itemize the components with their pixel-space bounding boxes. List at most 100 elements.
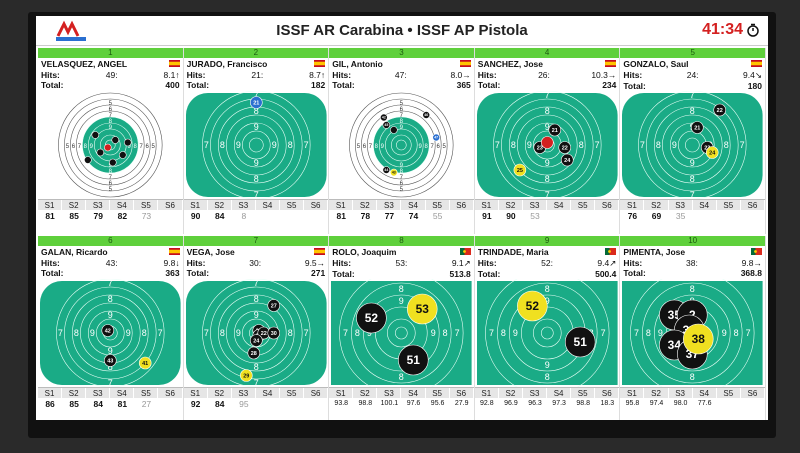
series-tab[interactable]: S6 [595,388,620,398]
lane-panel[interactable]: 3 GIL, Antonio Hits: 47: 8.0→ Total: 365 5 5 5 5 6 6… [329,48,475,234]
series-tab[interactable]: S3 [377,388,402,398]
series-tab[interactable]: S6 [158,388,183,398]
series-tab[interactable]: S4 [547,388,572,398]
series-tab[interactable]: S5 [279,388,305,398]
series-tab[interactable]: S1 [620,200,645,210]
shot-marker: 46 [422,111,431,119]
lane-panel[interactable]: 5 GONZALO, Saul Hits: 24: 9.4↘ Total: 180 7 7 7 7 8… [620,48,766,234]
series-tab[interactable]: S5 [716,200,741,210]
ring-number: 7 [78,144,82,150]
ring-number: 8 [109,169,113,175]
shooter-name: GONZALO, Saul [623,59,689,69]
series-tab[interactable]: S2 [498,200,523,210]
shot-label: 51 [407,353,421,367]
series-score: 53 [530,211,540,221]
series-score [304,210,328,222]
shot-marker [123,138,132,147]
lane-panel[interactable]: 1 VELASQUEZ, ANGEL Hits: 49: 8.1↑ Total: 400 5 5… [38,48,184,234]
series-tab[interactable]: S1 [329,200,354,210]
series-tab[interactable]: S3 [522,388,548,398]
series-tab[interactable]: S4 [401,200,426,210]
lane-panel[interactable]: 10 PIMENTA, Jose Hits: 38: 9.8→ Total: 368.8 7 7… [620,236,766,420]
series-tab[interactable]: S5 [134,388,159,398]
series-tab[interactable]: S3 [86,388,111,398]
series-tab[interactable]: S4 [547,200,572,210]
series-tab[interactable]: S3 [86,200,111,210]
lane-panel[interactable]: 2 JURADO, Francisco Hits: 21: 8.7↑ Total: 182 7… [183,48,330,234]
series-tab[interactable]: S1 [474,388,499,398]
series-tab[interactable]: S1 [329,388,354,398]
total-label: Total: [186,80,210,90]
series-tab[interactable]: S6 [304,388,329,398]
series-tab[interactable]: S4 [255,200,280,210]
ring-number: 9 [722,328,727,338]
series-tab[interactable]: S1 [183,200,208,210]
series-tab[interactable]: S6 [595,200,620,210]
series-tab[interactable]: S3 [522,200,548,210]
series-tab[interactable]: S4 [692,388,717,398]
series-tab[interactable]: S4 [692,200,717,210]
series-score: 77.6 [697,400,712,407]
shot-label: 44 [385,168,389,172]
series-tab[interactable]: S2 [644,200,669,210]
series-tab[interactable]: S6 [740,200,765,210]
series-tab[interactable]: S2 [498,388,523,398]
series-tab[interactable]: S6 [449,200,474,210]
lane-panel[interactable]: 6 GALAN, Ricardo Hits: 43: 9.8↓ Total: 363 7 7 7 7… [38,236,184,420]
series-tab[interactable]: S2 [644,388,669,398]
series-tab[interactable]: S5 [425,200,450,210]
total-label: Total: [623,81,646,91]
series-tab[interactable]: S1 [620,388,645,398]
series-tab[interactable]: S1 [38,388,63,398]
hits-line: Hits: 49: 8.1↑ [41,70,180,80]
series-tab[interactable]: S3 [668,200,693,210]
ring-number: 8 [501,328,506,338]
series-tab[interactable]: S3 [377,200,402,210]
lane-panel[interactable]: 8 ROLO, Joaquim Hits: 53: 9.1↗ Total: 513.8 7 7 8… [329,236,475,420]
last-shot-value: 9.5 [304,258,317,268]
shot-marker: 44 [382,166,391,174]
series-tab[interactable]: S5 [134,200,159,210]
series-tab[interactable]: S2 [207,388,232,398]
series-scores: 86 85 84 81 27 [38,398,183,410]
series-tab[interactable]: S4 [110,200,135,210]
ring-number: 7 [545,190,550,199]
series-tab[interactable]: S5 [571,388,596,398]
series-tab[interactable]: S4 [255,388,280,398]
series-score: 82 [117,211,128,221]
series-tab[interactable]: S5 [279,200,305,210]
lane-panel[interactable]: 7 VEGA, Jose Hits: 30: 9.5→ Total: 271 7 7 7 7 8 8 8 8… [183,236,330,420]
series-tab[interactable]: S1 [474,200,499,210]
series-tab[interactable]: S6 [740,388,765,398]
series-tab[interactable]: S2 [353,200,378,210]
series-tab[interactable]: S2 [62,388,87,398]
series-tab[interactable]: S5 [571,200,596,210]
ring-number: 9 [527,140,532,150]
series-tab[interactable]: S1 [38,200,63,210]
series-tab[interactable]: S3 [668,388,693,398]
series-tab[interactable]: S1 [183,388,208,398]
series-tab[interactable]: S6 [304,200,329,210]
series-score: 27 [141,399,152,409]
series-tab[interactable]: S2 [353,388,378,398]
series-tab[interactable]: S5 [716,388,741,398]
portugal-flag-icon [459,248,471,255]
series-tab[interactable]: S4 [110,388,135,398]
series-tab[interactable]: S2 [62,200,87,210]
ring-number: 9 [253,158,258,168]
series-tab[interactable]: S2 [207,200,232,210]
series-tab[interactable]: S3 [231,388,256,398]
lane-panel[interactable]: 9 TRINDADE, Maria Hits: 52: 9.4↗ Total: 500.4 7… [474,236,621,420]
series-tab[interactable]: S6 [158,200,183,210]
hits-label: Hits: [477,258,497,268]
series-tab[interactable]: S6 [449,388,474,398]
series-score: 27.9 [454,400,469,407]
series-tab[interactable]: S4 [401,388,426,398]
total-value: 400 [165,80,180,90]
lane-panel[interactable]: 4 SANCHEZ, Jose Hits: 26: 10.3→ Total: 234 7 7 7 7… [474,48,621,234]
series-tab[interactable]: S5 [425,388,450,398]
shot-marker [84,156,92,164]
series-tab[interactable]: S3 [231,200,256,210]
ring-number: 6 [146,144,150,150]
